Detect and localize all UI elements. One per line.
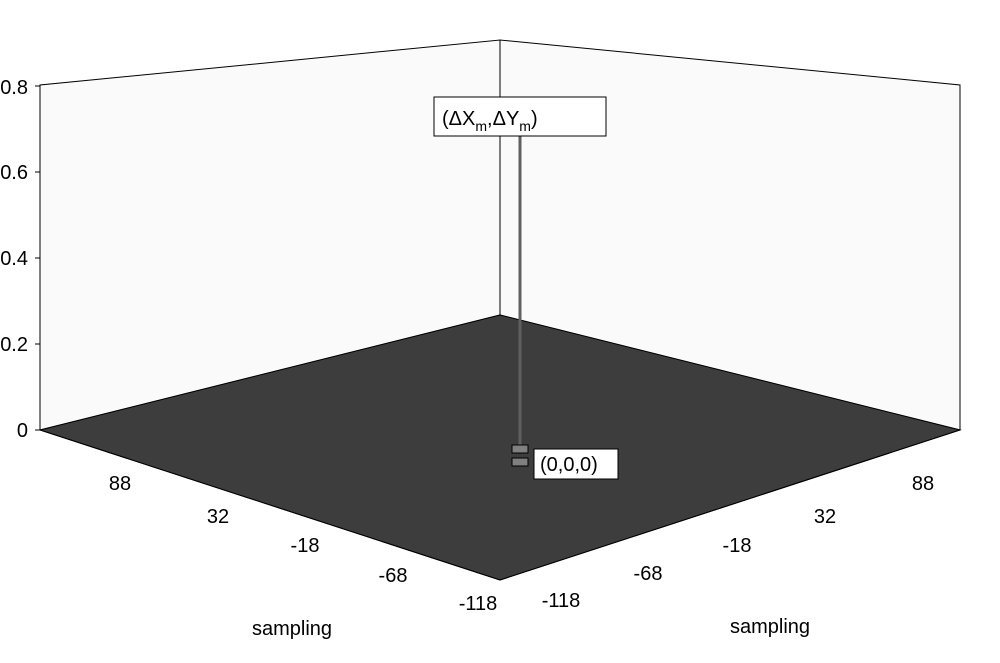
z-tick-0: 0 [17,420,28,442]
origin-annotation-text: (0,0,0) [540,454,598,476]
x-tick-4: 88 [912,473,934,495]
z-tick-2: 0.4 [0,248,28,270]
peak-annot-prefix: (ΔX [442,108,475,130]
peak-annot-sub1: m [475,118,487,134]
x-tick-3: 32 [814,506,836,528]
chart-svg: 0 0.2 0.4 0.6 0.8 88 32 -18 -68 -118 sam… [0,0,1000,663]
y-tick-0: -118 [459,593,498,615]
y-axis-label: sampling [252,618,332,640]
x-tick-0: -118 [542,590,581,612]
x-tick-2: -18 [723,535,752,557]
z-ticks: 0 0.2 0.4 0.6 0.8 [0,77,40,442]
y-tick-4: 88 [109,473,131,495]
peak-annot-suffix: ) [531,108,538,130]
z-tick-1: 0.2 [0,334,28,356]
z-tick-4: 0.8 [0,77,28,99]
x-axis-label: sampling [730,616,810,638]
x-tick-1: -68 [634,563,663,585]
peak-annot-sub2: m [519,118,531,134]
z-tick-3: 0.6 [0,162,28,184]
y-tick-1: -68 [379,565,408,587]
origin-marker-top [512,445,528,453]
chart-container: 0 0.2 0.4 0.6 0.8 88 32 -18 -68 -118 sam… [0,0,1000,663]
y-tick-3: 32 [207,506,229,528]
peak-annot-mid: ,ΔY [487,108,519,130]
origin-marker-bottom [512,458,528,466]
y-tick-2: -18 [291,535,320,557]
